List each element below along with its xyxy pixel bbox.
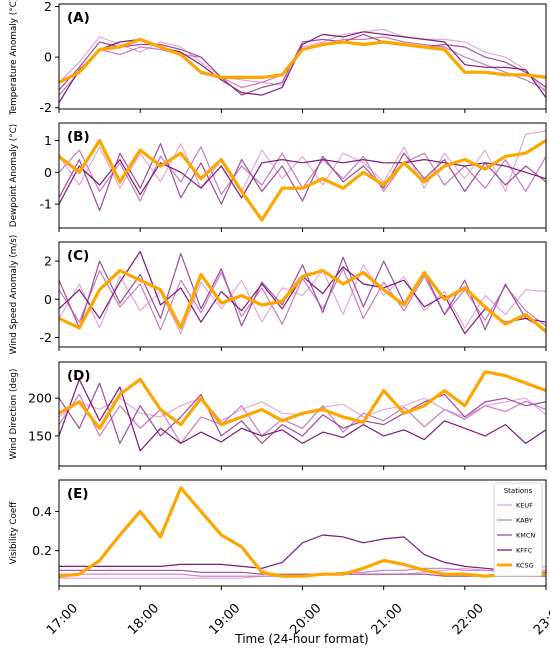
legend: Stations KEUF KABY KMCN KFFC KCSG (493, 482, 543, 577)
y-axis-title: Visibility Coeff (9, 501, 19, 565)
y-tick-label: 0 (44, 292, 52, 307)
legend-box (493, 482, 543, 577)
panel-3: -2 0 2 (C) Wind Speed Anomaly (m/s) (9, 235, 547, 355)
panel-5: 0.2 0.4 (E) Visibility Coeff (9, 479, 547, 590)
series-line-kcsg (59, 269, 546, 334)
x-tick-label: 17:00 (44, 601, 81, 638)
y-tick-label: 0 (44, 165, 52, 180)
legend-label-keuf: KEUF (516, 502, 533, 510)
series-line-kcsg (59, 370, 546, 430)
y-axis-title: Dewpoint Anomaly (°C) (9, 124, 19, 227)
panel-label: (C) (67, 248, 89, 264)
legend-label-kffc: KFFC (516, 547, 533, 555)
x-axis-title: Time (24-hour format) (234, 632, 368, 646)
y-tick-label: 150 (28, 428, 52, 443)
series-line-kffc (59, 534, 546, 573)
legend-label-kcsg: KCSG (516, 562, 534, 570)
series-line-kaby (59, 393, 546, 444)
y-tick-label: 2 (44, 0, 52, 14)
y-axis-title: Temperature Anomaly (°C) (9, 0, 19, 116)
y-tick-label: 200 (28, 391, 52, 406)
y-tick-label: -1 (40, 197, 52, 212)
x-tick-label: 22:00 (450, 601, 487, 638)
series-line-kcsg (59, 486, 546, 578)
series-line-kmcn (59, 569, 546, 577)
y-tick-label: 0.2 (32, 543, 52, 558)
x-tick-label: 23:00 (531, 601, 550, 638)
series-line-keuf (59, 130, 546, 192)
series-line-keuf (59, 397, 546, 422)
panel-label: (D) (67, 368, 91, 384)
legend-title: Stations (504, 487, 533, 495)
series-line-kmcn (59, 143, 546, 212)
y-tick-label: 0 (44, 50, 52, 65)
series-line-keuf (59, 264, 546, 335)
series-line-kmcn (59, 33, 546, 96)
series-line-kffc (59, 159, 546, 205)
series-line-kcsg (59, 37, 546, 85)
x-tick-label: 21:00 (369, 601, 406, 638)
series-line-keuf (59, 28, 546, 94)
panel-4: 150 200 (D) Wind Direction (deg) (9, 361, 547, 470)
legend-label-kaby: KABY (516, 517, 533, 525)
y-tick-label: -2 (40, 330, 52, 345)
y-tick-label: 0.4 (32, 504, 52, 519)
y-axis-title: Wind Speed Anomaly (m/s) (9, 235, 19, 355)
series-line-kmcn (59, 382, 546, 444)
panel-2: -1 0 1 (B) Dewpoint Anomaly (°C) (9, 122, 547, 232)
panel-frame (58, 3, 547, 110)
y-tick-label: -2 (40, 100, 52, 115)
panel-label: (B) (67, 129, 90, 145)
series-line-kmcn (59, 252, 546, 331)
x-tick-label: 18:00 (125, 601, 162, 638)
legend-label-kmcn: KMCN (516, 532, 535, 540)
series-line-kffc (59, 378, 546, 452)
y-tick-label: 2 (44, 254, 52, 269)
panel-1: -2 0 2 (A) Temperature Anomaly (°C) (9, 0, 547, 116)
panel-label: (A) (67, 10, 90, 26)
y-axis-title: Wind Direction (deg) (9, 369, 19, 460)
panel-label: (E) (67, 486, 89, 502)
series-line-kcsg (59, 138, 546, 222)
y-tick-label: 1 (44, 133, 52, 148)
